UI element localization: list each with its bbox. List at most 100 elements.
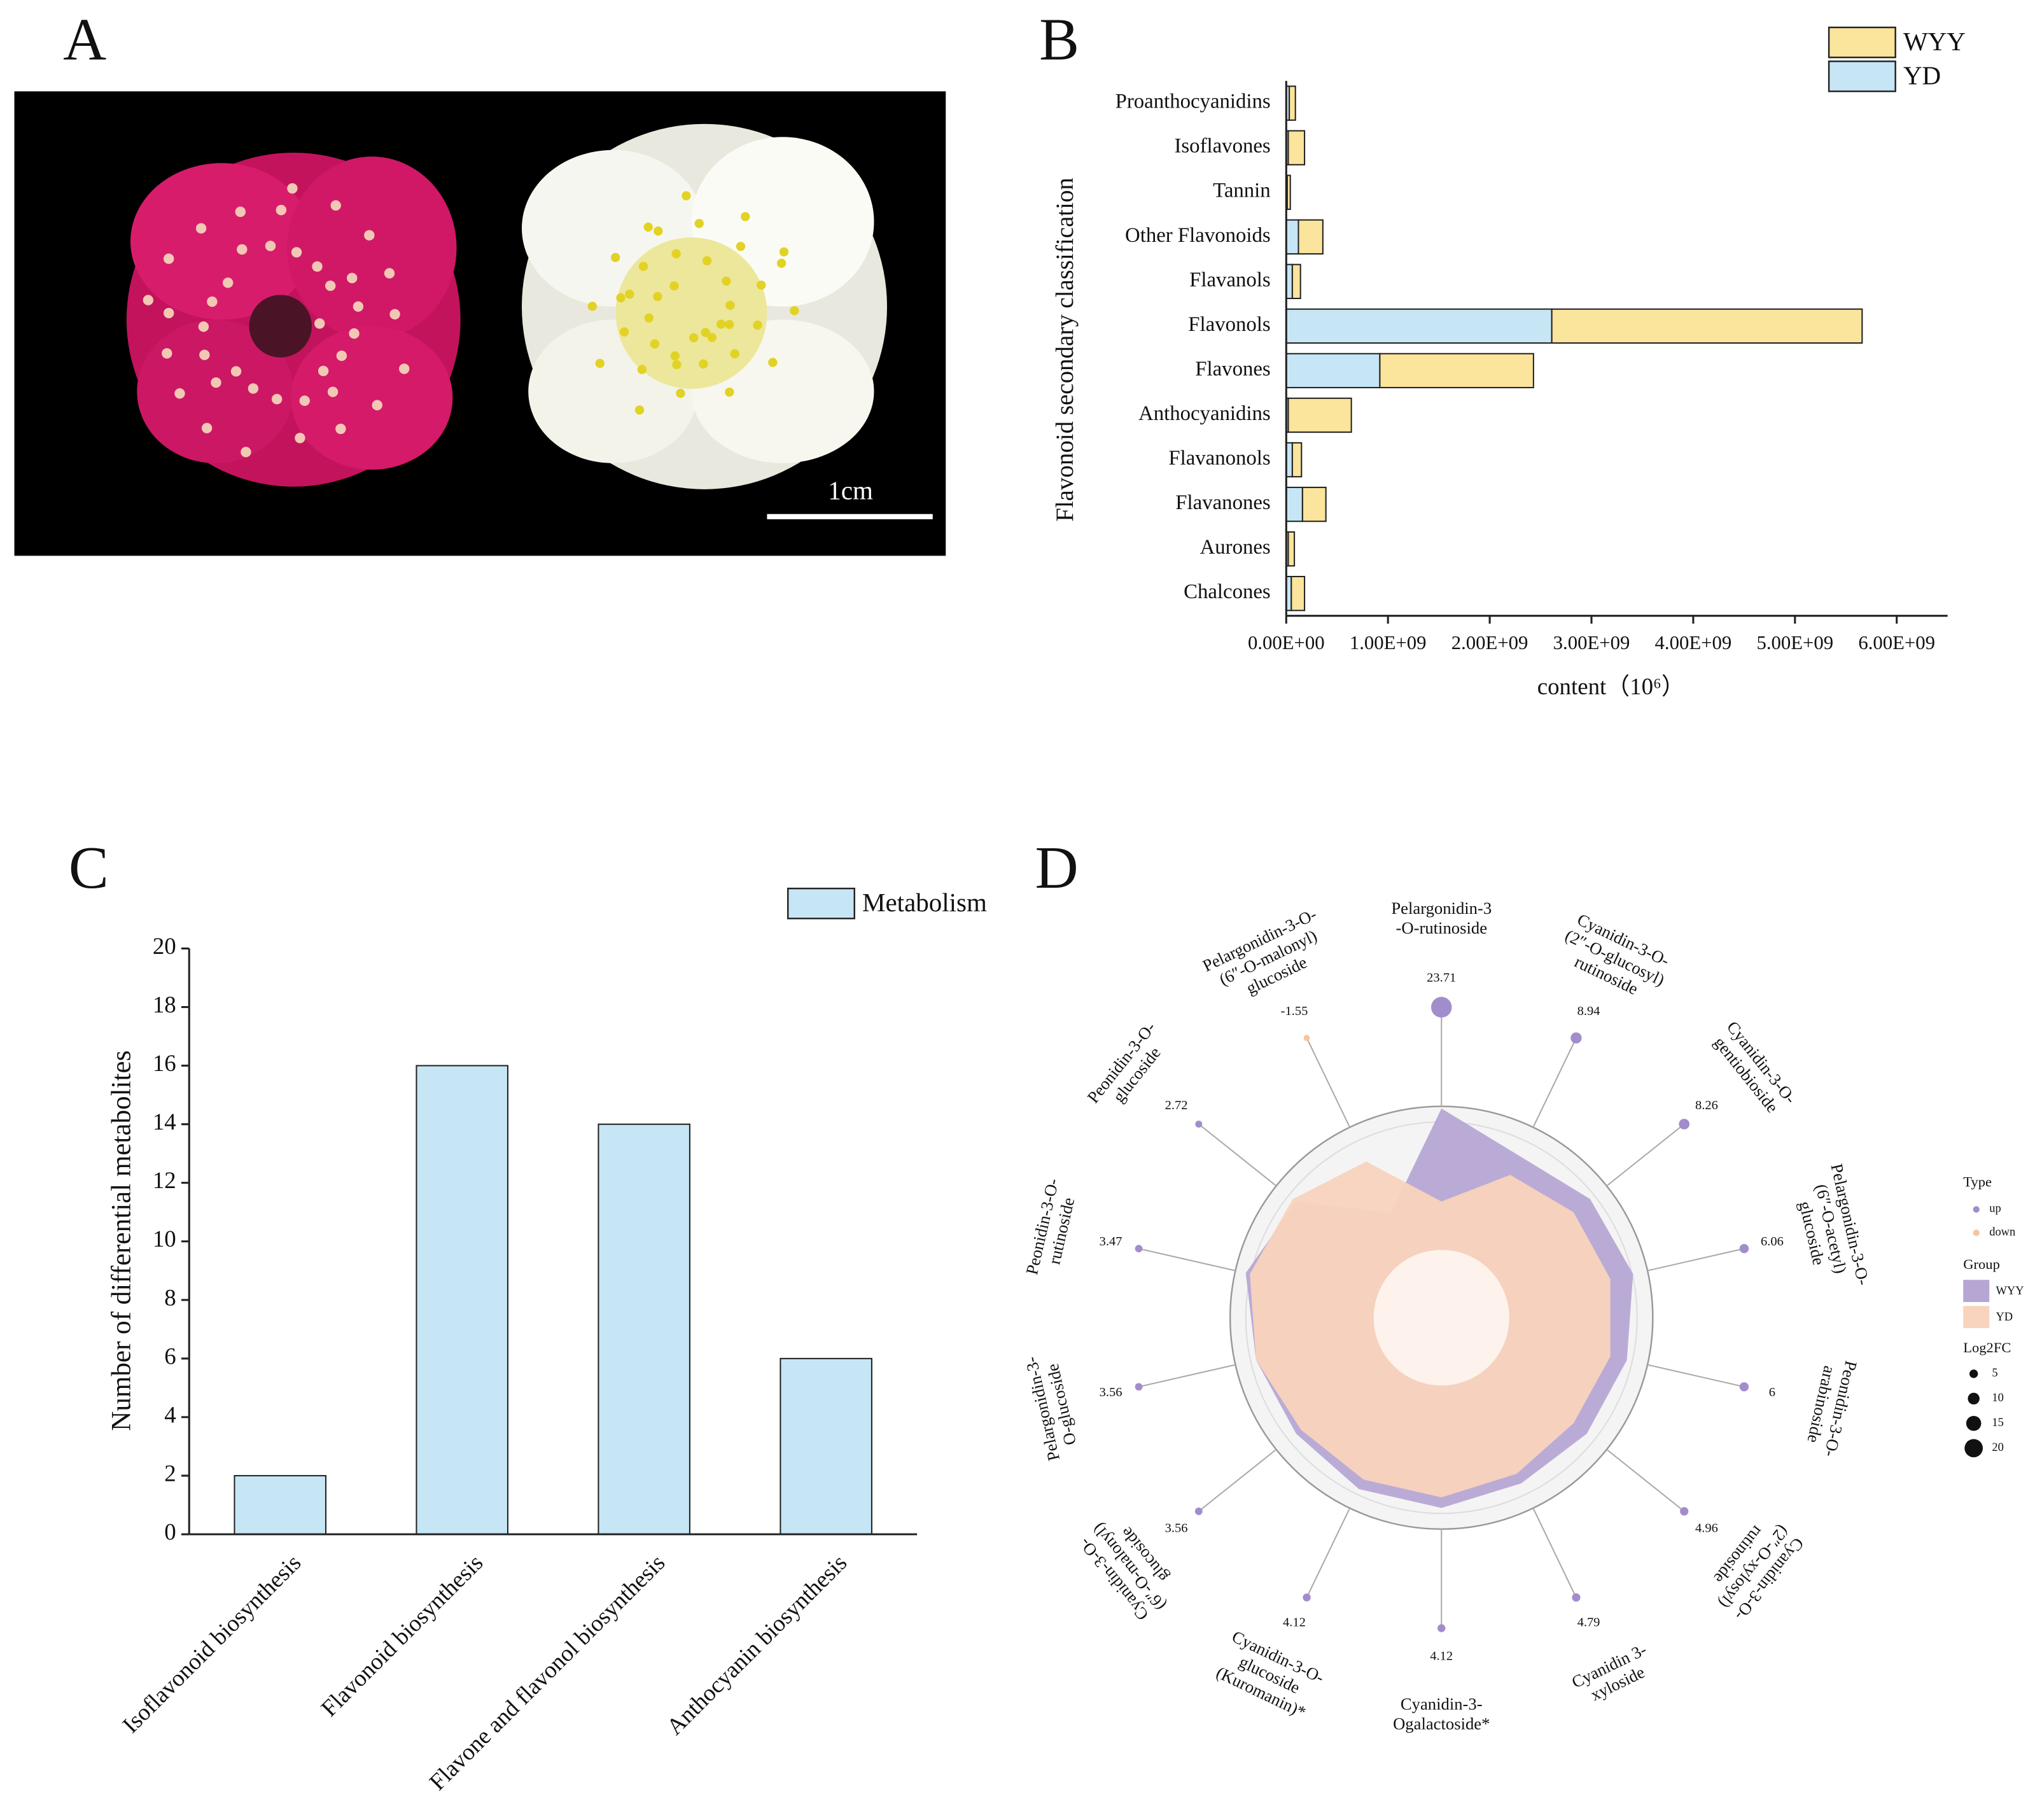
- x-tick-label: 1.00E+09: [1350, 632, 1427, 654]
- bar: [780, 1357, 872, 1536]
- y-tick-label: 2: [164, 1460, 176, 1486]
- stamen: [587, 302, 598, 311]
- y-tick-label: Proanthocyanidins: [1115, 90, 1271, 113]
- legend-swatch: [1963, 1280, 1990, 1303]
- legend-size-dot: [1966, 1415, 1982, 1431]
- value-label: 6: [1769, 1385, 1775, 1399]
- stamen: [295, 433, 305, 444]
- value-label: 4.12: [1430, 1649, 1453, 1663]
- legend-label: YD: [1996, 1310, 2013, 1323]
- spoke: [1138, 1248, 1236, 1271]
- category-label: Peonidin-3-O-rutinoside: [1022, 1177, 1078, 1277]
- point: [1680, 1507, 1689, 1516]
- stamen: [702, 256, 712, 265]
- category-label: Cyanidin-3-Ogalactoside*: [1393, 1695, 1490, 1733]
- bar: [416, 1065, 508, 1536]
- legend-title: Group: [1963, 1256, 2000, 1272]
- category-label: Cyanidin 3-xyloside: [1569, 1640, 1649, 1705]
- y-tick-label: 8: [164, 1284, 176, 1310]
- stamen: [271, 394, 283, 405]
- stamen: [241, 447, 251, 458]
- y-tick-label: Flavones: [1195, 358, 1270, 381]
- legend-label: WYY: [1996, 1284, 2024, 1297]
- spoke: [1138, 1364, 1236, 1388]
- legend-size-dot: [1964, 1439, 1983, 1458]
- category-label: Peonidin-3-O-arabinoside: [1803, 1359, 1861, 1459]
- point: [1679, 1119, 1690, 1130]
- category-label-line: Ogalactoside*: [1393, 1714, 1490, 1733]
- legend-label: 5: [1992, 1366, 1997, 1379]
- stamen: [689, 333, 699, 343]
- point: [1739, 1243, 1749, 1254]
- category-label-line: Cyanidin-3-: [1401, 1695, 1483, 1714]
- spoke: [1532, 1037, 1577, 1128]
- y-tick-label: Flavanols: [1189, 269, 1271, 291]
- stamen: [643, 222, 653, 232]
- stamen: [327, 386, 339, 398]
- stamen: [198, 321, 209, 332]
- legend-dot: [1973, 1206, 1980, 1213]
- stamen: [287, 183, 298, 194]
- stamen: [299, 395, 310, 406]
- bar: [1551, 308, 1863, 344]
- point: [1195, 1120, 1203, 1128]
- point: [1430, 997, 1452, 1018]
- stamen: [399, 363, 410, 374]
- stamen: [222, 277, 234, 288]
- category-label-line: Pelargonidin-3: [1391, 899, 1492, 918]
- y-tick-label: 18: [153, 991, 176, 1018]
- x-axis-title: content（10⁶）: [1537, 673, 1685, 699]
- category-label: Pelargonidin-3-O-(6″-O-malonyl)glucoside: [1199, 904, 1320, 998]
- y-tick-label: 14: [153, 1109, 176, 1135]
- y-tick-label: Other Flavonoids: [1125, 224, 1271, 247]
- bar: [234, 1474, 327, 1536]
- stamen: [265, 241, 276, 251]
- legend-size-dot: [1969, 1369, 1978, 1378]
- value-label: 23.71: [1427, 970, 1456, 984]
- stamen: [312, 261, 323, 272]
- stamen: [199, 349, 210, 360]
- y-tick-label: Flavanonols: [1168, 447, 1270, 470]
- stamen: [372, 400, 382, 410]
- spoke: [1306, 1508, 1351, 1598]
- point: [1135, 1245, 1143, 1252]
- stamens: [143, 183, 799, 458]
- bar: [1287, 130, 1306, 165]
- stamen: [724, 319, 734, 330]
- value-label: 3.47: [1100, 1235, 1122, 1249]
- y-tick-label: Flavonols: [1188, 313, 1270, 336]
- stamen: [610, 253, 620, 262]
- bar: [1285, 219, 1299, 255]
- x-tick-label: Flavonoid biosynthesis: [316, 1550, 487, 1721]
- stamen: [672, 360, 682, 370]
- flower-center: [249, 295, 312, 358]
- stamen: [207, 296, 218, 307]
- y-tick-label: 4: [164, 1401, 176, 1427]
- value-label: 4.12: [1283, 1616, 1306, 1630]
- bar: [1286, 174, 1291, 210]
- category-label: Cyanidin-3-O-gentiobioside: [1710, 1018, 1800, 1116]
- category-label: Cyanidin-3-O-glucoside(Kuromanin)*: [1213, 1627, 1327, 1722]
- category-label-line: -O-rutinoside: [1395, 918, 1487, 937]
- stamen: [670, 351, 680, 361]
- panel-letter: B: [1039, 6, 1079, 73]
- y-tick-label: 16: [153, 1050, 176, 1076]
- value-label: 3.56: [1165, 1522, 1188, 1536]
- legend-title: Type: [1963, 1174, 1992, 1190]
- value-label: -1.55: [1281, 1004, 1308, 1018]
- spoke: [1198, 1448, 1277, 1512]
- point: [1135, 1383, 1143, 1391]
- value-label: 6.06: [1761, 1235, 1784, 1249]
- stamen: [676, 388, 685, 398]
- photo: [14, 91, 946, 556]
- bar: [1287, 531, 1296, 567]
- stamen: [682, 191, 691, 200]
- stamen: [211, 377, 221, 388]
- value-label: 2.72: [1165, 1098, 1188, 1112]
- stamen: [325, 280, 336, 291]
- legend-swatch: [787, 887, 855, 920]
- x-tick-label: 6.00E+09: [1858, 632, 1935, 654]
- x-tick-label: Isoflavonoid biosynthesis: [117, 1550, 305, 1738]
- bar: [1285, 486, 1303, 522]
